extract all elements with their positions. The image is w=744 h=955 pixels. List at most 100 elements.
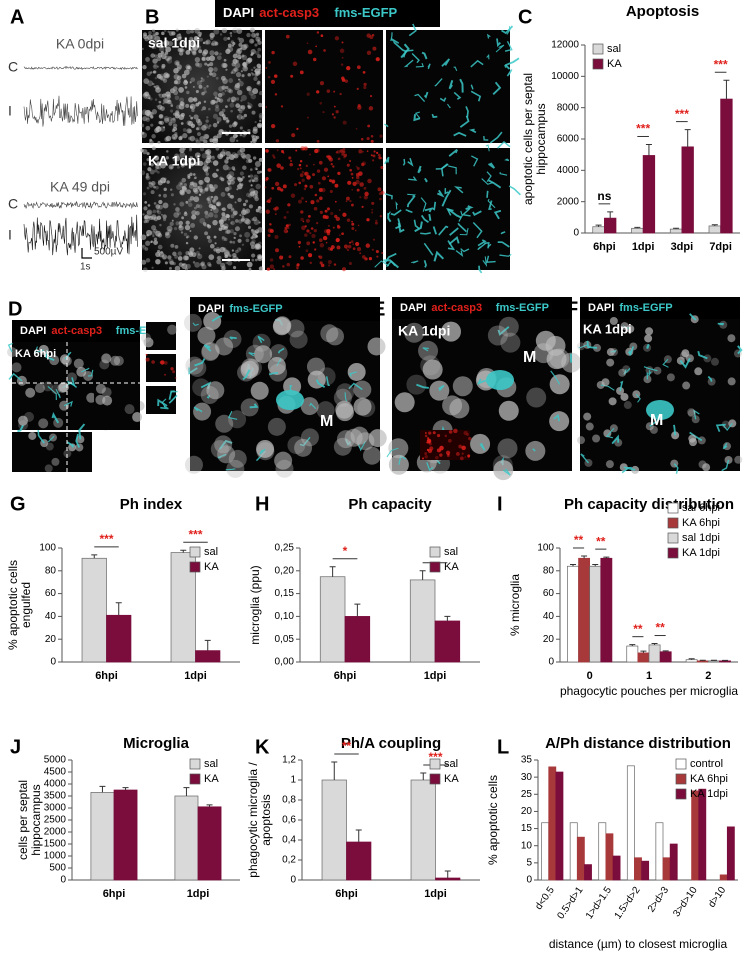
nucleus (141, 131, 145, 135)
bar (605, 833, 614, 881)
nucleus (238, 247, 242, 251)
condition-label: sal 1dpi (148, 35, 200, 51)
nucleus (141, 259, 147, 265)
nucleus (141, 47, 144, 51)
nucleus (221, 91, 225, 96)
nucleus (189, 181, 194, 186)
nucleus (200, 108, 203, 111)
error-bar (711, 224, 718, 226)
casp3-signal (299, 173, 304, 178)
nucleus (160, 161, 166, 166)
legend-label: sal (444, 546, 458, 558)
nucleus (168, 121, 173, 126)
legend-swatch (189, 561, 201, 573)
nucleus (226, 117, 229, 120)
nucleus (143, 78, 150, 84)
nucleus (181, 217, 184, 220)
casp3-signal (170, 367, 174, 371)
nucleus (251, 40, 254, 43)
nucleus (162, 214, 167, 219)
microglia-process (453, 131, 467, 137)
casp3-signal (301, 170, 305, 174)
casp3-signal (461, 445, 466, 451)
nucleus (241, 44, 248, 51)
microglia-process (438, 384, 445, 392)
nucleus (207, 238, 213, 244)
error-bar (640, 650, 647, 653)
microglia-process (455, 250, 464, 258)
nucleus (258, 115, 264, 120)
casp3-signal (310, 227, 314, 230)
microglia-process (447, 208, 462, 219)
bar (569, 822, 578, 881)
casp3-signal (319, 196, 323, 201)
nucleus (175, 111, 180, 117)
microglia-process (88, 369, 94, 377)
nucleus (256, 82, 259, 85)
nucleus (216, 116, 222, 123)
legend-label: sal (204, 758, 218, 770)
nucleus (184, 255, 190, 261)
casp3-signal (276, 163, 281, 168)
significance-label: ** (633, 622, 643, 636)
nucleus (180, 182, 183, 185)
microglia-process (432, 226, 438, 235)
nucleus (230, 34, 233, 37)
chart-title: Apoptosis (626, 3, 699, 20)
casp3-signal (456, 452, 460, 456)
casp3-signal (286, 230, 289, 233)
microglia-process (309, 402, 317, 410)
casp3-signal (342, 147, 346, 151)
nucleus (256, 63, 262, 69)
casp3-signal (338, 234, 341, 237)
microglia-process (426, 462, 434, 471)
nucleus (221, 266, 226, 271)
casp3-signal (279, 255, 284, 260)
casp3-signal (163, 361, 168, 365)
casp3-signal (341, 152, 345, 156)
y-tick-label: 4000 (557, 165, 580, 176)
nucleus (157, 180, 163, 186)
nucleus (252, 230, 258, 236)
legend-swatch (675, 758, 687, 770)
panel-letter: K (255, 736, 270, 758)
microglia-process (486, 33, 491, 39)
nucleus (441, 321, 462, 342)
microglia-process (414, 111, 421, 119)
image-background (580, 319, 740, 471)
nucleus (694, 367, 703, 376)
nucleus (142, 192, 147, 196)
nucleus (255, 70, 261, 76)
casp3-signal (159, 361, 162, 364)
y-tick-label: 0,25 (275, 543, 295, 554)
nucleus (235, 103, 241, 108)
casp3-signal (300, 210, 304, 214)
nucleus (195, 204, 200, 208)
nucleus (146, 111, 153, 117)
nucleus (227, 88, 232, 93)
microglia-process (481, 178, 494, 185)
casp3-signal (374, 221, 378, 225)
microglia-process (447, 103, 451, 109)
casp3-signal (435, 455, 439, 460)
bar (719, 660, 731, 663)
nucleus (187, 175, 191, 179)
nucleus (200, 261, 206, 266)
error-bar (180, 549, 187, 553)
nucleus (218, 98, 224, 103)
micrograph (140, 146, 264, 273)
nucleus (179, 201, 185, 207)
nucleus (252, 126, 258, 132)
nucleus (344, 428, 363, 447)
nucleus (199, 188, 203, 193)
nucleus (232, 211, 237, 217)
casp3-signal (319, 261, 323, 265)
image-background (265, 30, 383, 143)
nucleus (178, 262, 184, 267)
legend-label: sal (444, 758, 458, 770)
nucleus (63, 449, 72, 458)
casp3-signal (322, 214, 327, 219)
microglia-process (438, 225, 449, 236)
nucleus (149, 169, 155, 175)
nucleus (34, 383, 45, 394)
